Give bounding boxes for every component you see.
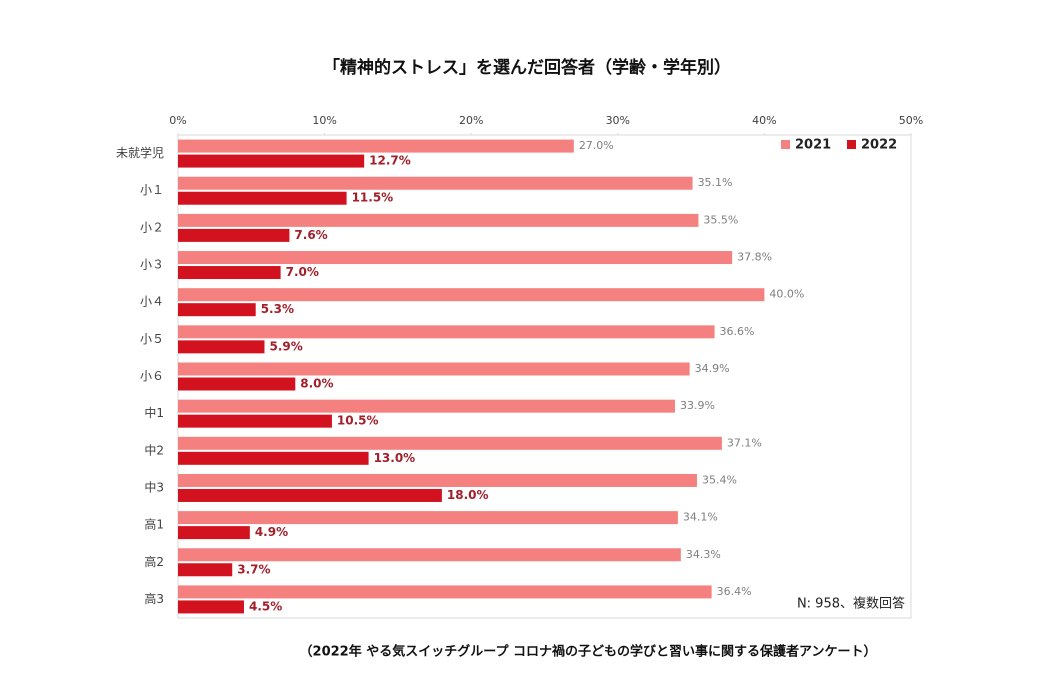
value-label: 34.1% [683, 511, 718, 524]
bar [178, 563, 233, 577]
value-label: 7.0% [286, 265, 319, 279]
plot-border [177, 134, 912, 619]
value-label: 12.7% [369, 154, 411, 168]
bar [178, 154, 365, 168]
value-label: 35.5% [703, 213, 738, 226]
bar [178, 377, 296, 391]
bar [178, 176, 693, 190]
legend-label: 2021 [795, 138, 831, 153]
value-label: 36.6% [720, 325, 755, 338]
bar [178, 436, 722, 450]
bar [178, 303, 256, 317]
y-tick-label: 中1 [144, 405, 164, 420]
x-tick-label: 20% [459, 114, 483, 127]
value-label: 34.3% [686, 548, 721, 561]
bar [178, 414, 332, 428]
bar [178, 288, 765, 302]
value-label: 36.4% [717, 585, 752, 598]
value-label: 4.5% [249, 599, 282, 613]
y-tick-label: 小２ [140, 220, 164, 234]
x-tick-label: 30% [606, 114, 630, 127]
bar [178, 325, 715, 339]
y-tick-label: 未就学児 [116, 145, 164, 160]
legend-label: 2022 [861, 138, 897, 153]
value-label: 7.6% [294, 228, 327, 242]
x-tick-label: 50% [899, 114, 923, 127]
value-label: 13.0% [374, 451, 416, 465]
value-label: 35.1% [698, 176, 733, 189]
y-tick-label: 高2 [144, 554, 164, 569]
legend-swatch [847, 140, 856, 149]
y-tick-label: 小１ [140, 183, 164, 197]
value-label: 27.0% [579, 139, 614, 152]
value-label: 35.4% [702, 473, 737, 486]
value-label: 34.9% [695, 362, 730, 375]
y-tick-label: 小５ [140, 332, 164, 346]
value-label: 37.8% [737, 251, 772, 264]
value-label: 37.1% [727, 436, 762, 449]
legend-swatch [781, 140, 790, 149]
y-tick-label: 小４ [140, 295, 164, 309]
value-label: 3.7% [237, 562, 270, 576]
bar [178, 511, 678, 525]
value-label: 18.0% [447, 488, 489, 502]
bar [178, 585, 712, 599]
bar [178, 139, 574, 153]
bar [178, 451, 369, 465]
value-label: 33.9% [680, 399, 715, 412]
bar [178, 251, 733, 265]
y-tick-label: 中3 [144, 479, 164, 494]
y-tick-label: 小６ [140, 369, 164, 383]
value-label: 11.5% [352, 191, 394, 205]
bar [178, 600, 244, 614]
value-label: 10.5% [337, 414, 379, 428]
value-label: 5.3% [261, 302, 294, 316]
y-tick-label: 高1 [144, 517, 164, 532]
source-note: （2022年 やる気スイッチグループ コロナ禍の子どもの学びと習い事に関する保護… [300, 644, 877, 660]
bar [178, 362, 690, 376]
x-tick-label: 10% [312, 114, 336, 127]
value-label: 4.9% [255, 525, 288, 539]
bar [178, 488, 442, 502]
x-tick-label: 0% [169, 114, 186, 127]
annotation: N: 958、複数回答 [797, 596, 905, 612]
y-tick-label: 中2 [144, 442, 164, 457]
bar [178, 473, 697, 487]
chart-title: 「精神的ストレス」を選んだ回答者（学齢・学年別） [323, 57, 731, 78]
bar [178, 399, 675, 413]
bar [178, 526, 250, 540]
bar [178, 266, 281, 280]
x-tick-label: 40% [752, 114, 776, 127]
bar [178, 191, 347, 205]
value-label: 40.0% [769, 288, 804, 301]
y-tick-label: 高3 [144, 591, 164, 606]
bar [178, 228, 290, 242]
value-label: 8.0% [300, 377, 333, 391]
bar [178, 340, 265, 354]
bar [178, 548, 681, 562]
y-tick-label: 小３ [140, 258, 164, 272]
bar [178, 213, 699, 227]
value-label: 5.9% [269, 339, 302, 353]
